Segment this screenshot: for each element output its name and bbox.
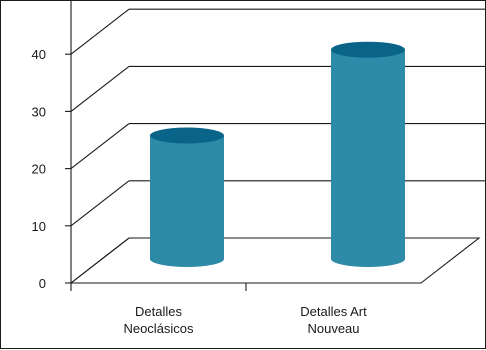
bar-top [331,41,405,58]
label-layer: 0 10 20 30 40 Detalles Neoclásicos Detalles Art… [32,47,368,336]
y-tick-label: 40 [32,47,46,62]
bar-body [331,49,405,268]
gridline-wall [70,123,130,170]
gridline-wall [70,237,130,284]
bar-layer [150,41,405,268]
grid-layer [69,8,486,284]
y-tick-label: 20 [32,162,46,177]
axis-layer [65,1,421,291]
gridline-wall [70,8,130,55]
bar-body [150,135,224,267]
x-category-label: Detalles Art [300,304,367,319]
x-category-label: Nouveau [307,321,359,336]
y-tick-label: 0 [39,276,46,291]
gridline-wall [70,180,130,227]
bar-cylinder [150,127,224,267]
bar-top [150,127,224,144]
floor-plane [69,237,481,284]
gridline-wall [70,65,130,112]
x-category-label: Detalles [135,304,182,319]
x-category-label: Neoclásicos [123,321,194,336]
y-tick-label: 10 [32,219,46,234]
bar-cylinder [331,41,405,268]
y-tick-label: 30 [32,104,46,119]
